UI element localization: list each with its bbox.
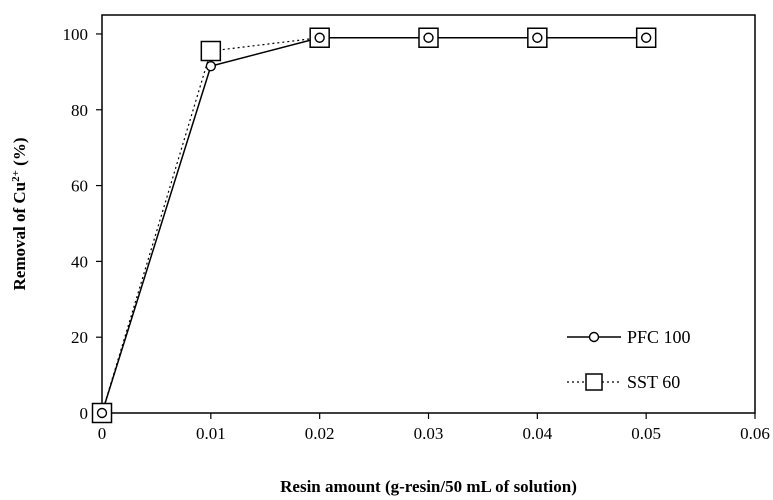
y-tick-label: 40 xyxy=(71,252,88,271)
x-tick-label: 0.06 xyxy=(740,424,770,443)
y-tick-label: 60 xyxy=(71,177,88,196)
sst-60-line xyxy=(101,37,647,414)
legend-pfc-100-point xyxy=(588,331,600,343)
pfc-100-point xyxy=(96,407,108,419)
legend-sst-60-label: SST 60 xyxy=(627,372,680,392)
y-tick-label: 20 xyxy=(71,328,88,347)
y-tick-label: 100 xyxy=(63,25,89,44)
series-layer xyxy=(91,27,657,424)
pfc-100-line xyxy=(101,36,647,414)
x-tick-label: 0.02 xyxy=(305,424,335,443)
x-tick-label: 0.03 xyxy=(414,424,444,443)
ticks-layer: 0 0.01 0.02 0.03 0.04 0.05 0.06 0 20 40 60 80 100 xyxy=(63,25,770,443)
y-axis-title-suffix: (%) xyxy=(10,138,29,171)
y-tick-label: 80 xyxy=(71,101,88,120)
x-tick-label: 0.01 xyxy=(196,424,226,443)
pfc-100-point xyxy=(532,32,543,43)
y-axis-title-superscript: 2+ xyxy=(10,170,22,182)
plot-frame-layer xyxy=(101,14,756,414)
pfc-100-point xyxy=(423,32,434,43)
y-axis-title-prefix: Removal of Cu xyxy=(10,182,29,291)
pfc-100-point xyxy=(314,32,325,43)
x-axis-title: Resin amount (g-resin/50 mL of solution) xyxy=(280,477,577,496)
pfc-100-point xyxy=(205,60,217,72)
x-tick-label: 0.05 xyxy=(631,424,661,443)
plot-area-border xyxy=(101,14,756,414)
y-axis-title: Removal of Cu2+ (%) xyxy=(10,138,29,291)
pfc-100-point xyxy=(640,32,652,43)
legend-pfc-100-label: PFC 100 xyxy=(627,327,691,347)
x-tick-label: 0 xyxy=(98,424,107,443)
y-tick-label: 0 xyxy=(80,404,89,423)
sst-60-point xyxy=(200,40,222,62)
x-tick-label: 0.04 xyxy=(522,424,552,443)
legend-sst-60-point xyxy=(585,373,603,391)
legend: PFC 100 SST 60 xyxy=(567,327,691,392)
